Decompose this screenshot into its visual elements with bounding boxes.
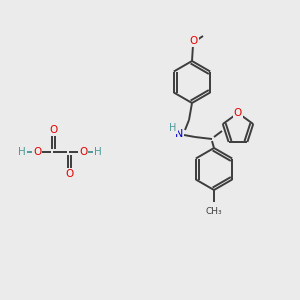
Text: H: H bbox=[169, 123, 177, 133]
Text: H: H bbox=[18, 147, 26, 157]
Text: H: H bbox=[94, 147, 102, 157]
Text: N: N bbox=[175, 129, 183, 139]
Text: O: O bbox=[190, 36, 198, 46]
Text: O: O bbox=[33, 147, 41, 157]
Text: O: O bbox=[65, 169, 74, 179]
Text: O: O bbox=[49, 125, 57, 135]
Text: O: O bbox=[234, 108, 242, 118]
Text: O: O bbox=[79, 147, 87, 157]
Text: CH₃: CH₃ bbox=[206, 207, 222, 216]
